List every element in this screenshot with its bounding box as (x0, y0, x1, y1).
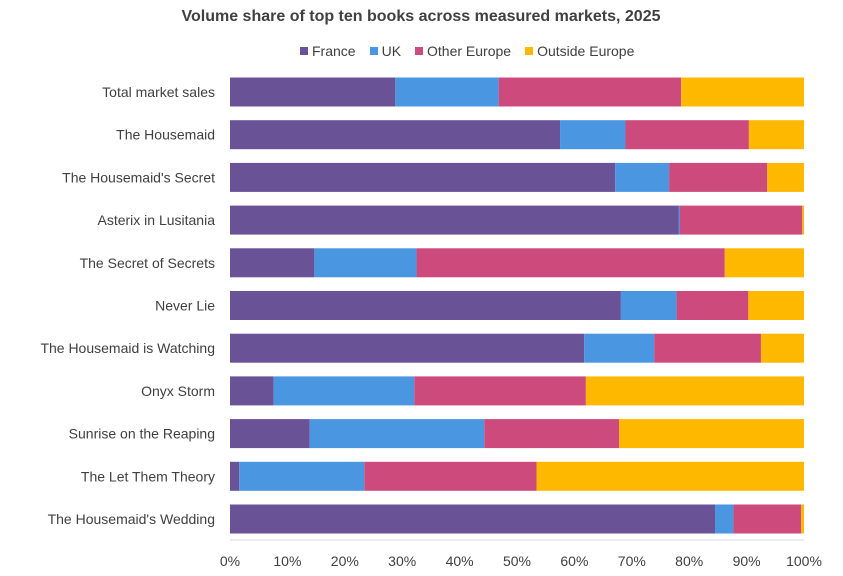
category-label: Onyx Storm (141, 383, 215, 399)
bar-segment (416, 248, 725, 278)
bar-segment (625, 120, 749, 150)
x-tick-label: 20% (331, 553, 359, 569)
bar-segment (760, 333, 804, 363)
bar-segment (239, 461, 365, 491)
x-tick-label: 60% (560, 553, 588, 569)
bar-segment (230, 205, 679, 235)
bar-segment (615, 162, 670, 192)
category-label: The Housemaid is Watching (40, 340, 215, 356)
x-tick-label: 90% (733, 553, 761, 569)
bar-segment (748, 120, 804, 150)
legend-item: Other Europe (415, 43, 511, 59)
bar-segment (273, 376, 415, 406)
bar-segment (669, 162, 768, 192)
category-label: Never Lie (155, 298, 215, 314)
bar-segment (230, 162, 616, 192)
bar-segment (230, 77, 396, 107)
x-tick-label: 50% (503, 553, 531, 569)
legend-item: Outside Europe (525, 43, 634, 59)
bar-segment (309, 419, 485, 449)
legend-swatch (525, 47, 534, 55)
bar-segment (230, 504, 716, 534)
legend-swatch (369, 47, 378, 55)
x-tick-label: 30% (388, 553, 416, 569)
x-tick-label: 10% (273, 553, 301, 569)
bar-segment (560, 120, 626, 150)
bar-segment (230, 333, 585, 363)
category-label: Total market sales (102, 84, 215, 100)
bar-segment (676, 291, 749, 320)
category-label: The Let Them Theory (81, 468, 215, 484)
bar-segment (724, 248, 804, 278)
x-tick-label: 70% (618, 553, 646, 569)
bar-segment (498, 77, 682, 107)
bar-segment (681, 77, 804, 107)
bar-segment (395, 77, 499, 107)
legend-swatch (415, 47, 424, 55)
bar-segment (230, 248, 315, 278)
legend-item: UK (369, 43, 402, 59)
x-tick-label: 40% (446, 553, 474, 569)
category-label: The Housemaid's Wedding (48, 511, 215, 527)
category-label: The Housemaid's Secret (62, 169, 215, 185)
bar-segment (484, 419, 620, 449)
bar-segment (584, 333, 655, 363)
bar-segment (802, 205, 804, 235)
bar-segment (801, 504, 804, 534)
x-tick-label: 100% (786, 553, 822, 569)
bar-segment (748, 291, 804, 320)
legend-item: France (300, 43, 356, 59)
category-label: The Housemaid (116, 127, 215, 143)
bar-segment (767, 162, 804, 192)
bar-segment (619, 419, 804, 449)
category-label: Asterix in Lusitania (97, 212, 215, 228)
bar-segment (585, 376, 804, 406)
x-tick-label: 0% (220, 553, 240, 569)
bar-segment (620, 291, 677, 320)
category-label: The Secret of Secrets (80, 255, 215, 271)
bar-segment (680, 205, 803, 235)
bar-segment (364, 461, 537, 491)
legend-swatch (300, 47, 308, 55)
bar-segment (654, 333, 761, 363)
category-label: Sunrise on the Reaping (69, 426, 215, 442)
bar-segment (230, 419, 310, 449)
bar-segment (536, 461, 804, 491)
bar-segment (230, 461, 240, 491)
bar-segment (230, 376, 274, 406)
x-tick-label: 80% (675, 553, 703, 569)
bar-segment (230, 291, 621, 320)
legend: France UK Other Europe Outside Europe (300, 43, 634, 59)
legend-label: UK (381, 43, 402, 59)
bar-segment (733, 504, 802, 534)
bar-segment (678, 205, 681, 235)
legend-label: Outside Europe (537, 43, 635, 59)
bar-segment (230, 120, 561, 150)
legend-label: Other Europe (427, 43, 512, 59)
bar-segment (715, 504, 734, 534)
bar-segment (314, 248, 417, 278)
legend-label: France (312, 43, 356, 59)
chart-title: Volume share of top ten books across mea… (181, 8, 661, 25)
bar-segment (414, 376, 586, 406)
